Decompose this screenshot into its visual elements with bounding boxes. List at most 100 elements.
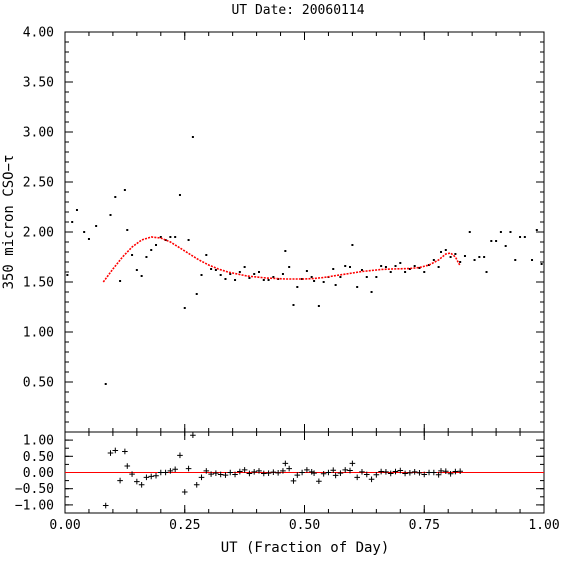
tau-point — [356, 286, 359, 288]
y-tick-label: 3.50 — [23, 76, 54, 91]
residual-point — [286, 465, 292, 472]
tau-point — [413, 265, 416, 267]
residual-point — [246, 470, 253, 477]
tau-point — [126, 229, 129, 231]
x-tick-label: 0.00 — [49, 518, 80, 533]
residual-point — [129, 471, 135, 477]
residual-point — [402, 470, 408, 477]
tau-point — [262, 279, 265, 281]
tau-point — [540, 263, 543, 265]
tau-point — [408, 268, 411, 270]
residual-point — [232, 471, 238, 478]
tau-point — [123, 189, 126, 191]
x-tick-label: 0.75 — [409, 518, 440, 533]
tau-point — [394, 265, 397, 267]
residual-point — [237, 468, 243, 475]
residual-point — [112, 447, 119, 454]
residual-point — [359, 469, 365, 475]
tau-point — [178, 194, 181, 196]
residual-point — [290, 478, 297, 484]
tau-point — [428, 264, 431, 266]
residual-point — [416, 470, 423, 476]
residual-y-tick-label: −0.50 — [15, 482, 54, 497]
tau-point — [485, 271, 488, 273]
tau-point — [418, 267, 421, 269]
tau-point — [370, 291, 373, 293]
residual-point — [177, 452, 183, 459]
tau-point — [114, 196, 117, 198]
residual-point — [294, 472, 301, 478]
residual-point — [457, 468, 463, 475]
tau-point — [248, 277, 251, 279]
tau-point — [339, 276, 342, 278]
residual-point — [107, 450, 114, 456]
residual-point — [153, 472, 159, 479]
residual-y-tick-label: 1.00 — [23, 434, 54, 449]
tau-point — [509, 231, 512, 233]
residual-point — [282, 460, 289, 467]
tau-panel: 0.50 1.00 1.50 2.00 2.50 3.00 3.50 4.00 — [23, 26, 545, 433]
tau-point — [313, 280, 316, 282]
tau-point — [219, 274, 222, 276]
tau-point — [159, 236, 162, 238]
tau-point — [365, 276, 368, 278]
residual-point — [251, 469, 258, 475]
tau-point — [423, 271, 426, 273]
tau-point — [95, 225, 98, 227]
residual-y-tick-label: −1.00 — [15, 498, 54, 513]
residual-point — [443, 468, 449, 475]
residual-point — [124, 463, 131, 469]
tau-point — [531, 259, 534, 261]
residual-point — [447, 470, 454, 477]
y-tick-label: 1.50 — [23, 276, 54, 291]
residual-point — [158, 469, 164, 476]
tau-point — [131, 254, 134, 256]
tau-point — [135, 269, 138, 271]
tau-point — [384, 266, 387, 268]
tau-point — [87, 238, 90, 240]
residual-point — [299, 469, 305, 476]
residual-point — [325, 469, 332, 476]
tau-point — [234, 279, 237, 281]
tau-point — [478, 256, 481, 258]
fit-curve — [102, 236, 461, 283]
tau-point — [66, 274, 69, 276]
x-tick-label: 0.50 — [289, 518, 320, 533]
x-axis-label: UT (Fraction of Day) — [221, 540, 390, 556]
tau-point — [296, 286, 299, 288]
tau-point — [334, 284, 337, 286]
tau-point — [440, 251, 443, 253]
tau-point — [164, 239, 167, 241]
tau-point — [490, 240, 493, 242]
residual-point — [190, 432, 196, 439]
residual-point — [304, 467, 310, 473]
tau-point — [449, 256, 452, 258]
residual-point — [431, 469, 437, 476]
tau-point — [432, 259, 435, 261]
tau-point — [351, 244, 354, 246]
residual-point — [172, 466, 178, 473]
residual-point — [421, 471, 428, 478]
residual-point — [208, 471, 214, 477]
residual-point — [435, 471, 442, 478]
tau-point — [183, 307, 186, 309]
tau-point — [140, 275, 143, 277]
residual-point — [102, 502, 109, 509]
residual-point — [193, 482, 200, 488]
tau-point — [483, 256, 486, 258]
residual-point — [337, 470, 344, 476]
tau-point — [191, 136, 194, 138]
tau-point — [155, 244, 158, 246]
y-axis-label: 350 micron CSO−τ — [1, 155, 17, 290]
residual-point — [148, 473, 155, 480]
residual-y-tick-label: 0.00 — [23, 466, 54, 481]
residual-panel: 0.00 0.25 0.50 0.75 1.00−1.00−0.500.000.501.… — [15, 431, 560, 533]
tau-point — [468, 231, 471, 233]
tau-point — [83, 231, 86, 233]
tau-point — [224, 278, 227, 280]
residual-y-tick-label: 0.50 — [23, 450, 54, 465]
residual-point — [363, 471, 370, 478]
residual-point — [330, 467, 337, 474]
residual-point — [332, 472, 339, 479]
